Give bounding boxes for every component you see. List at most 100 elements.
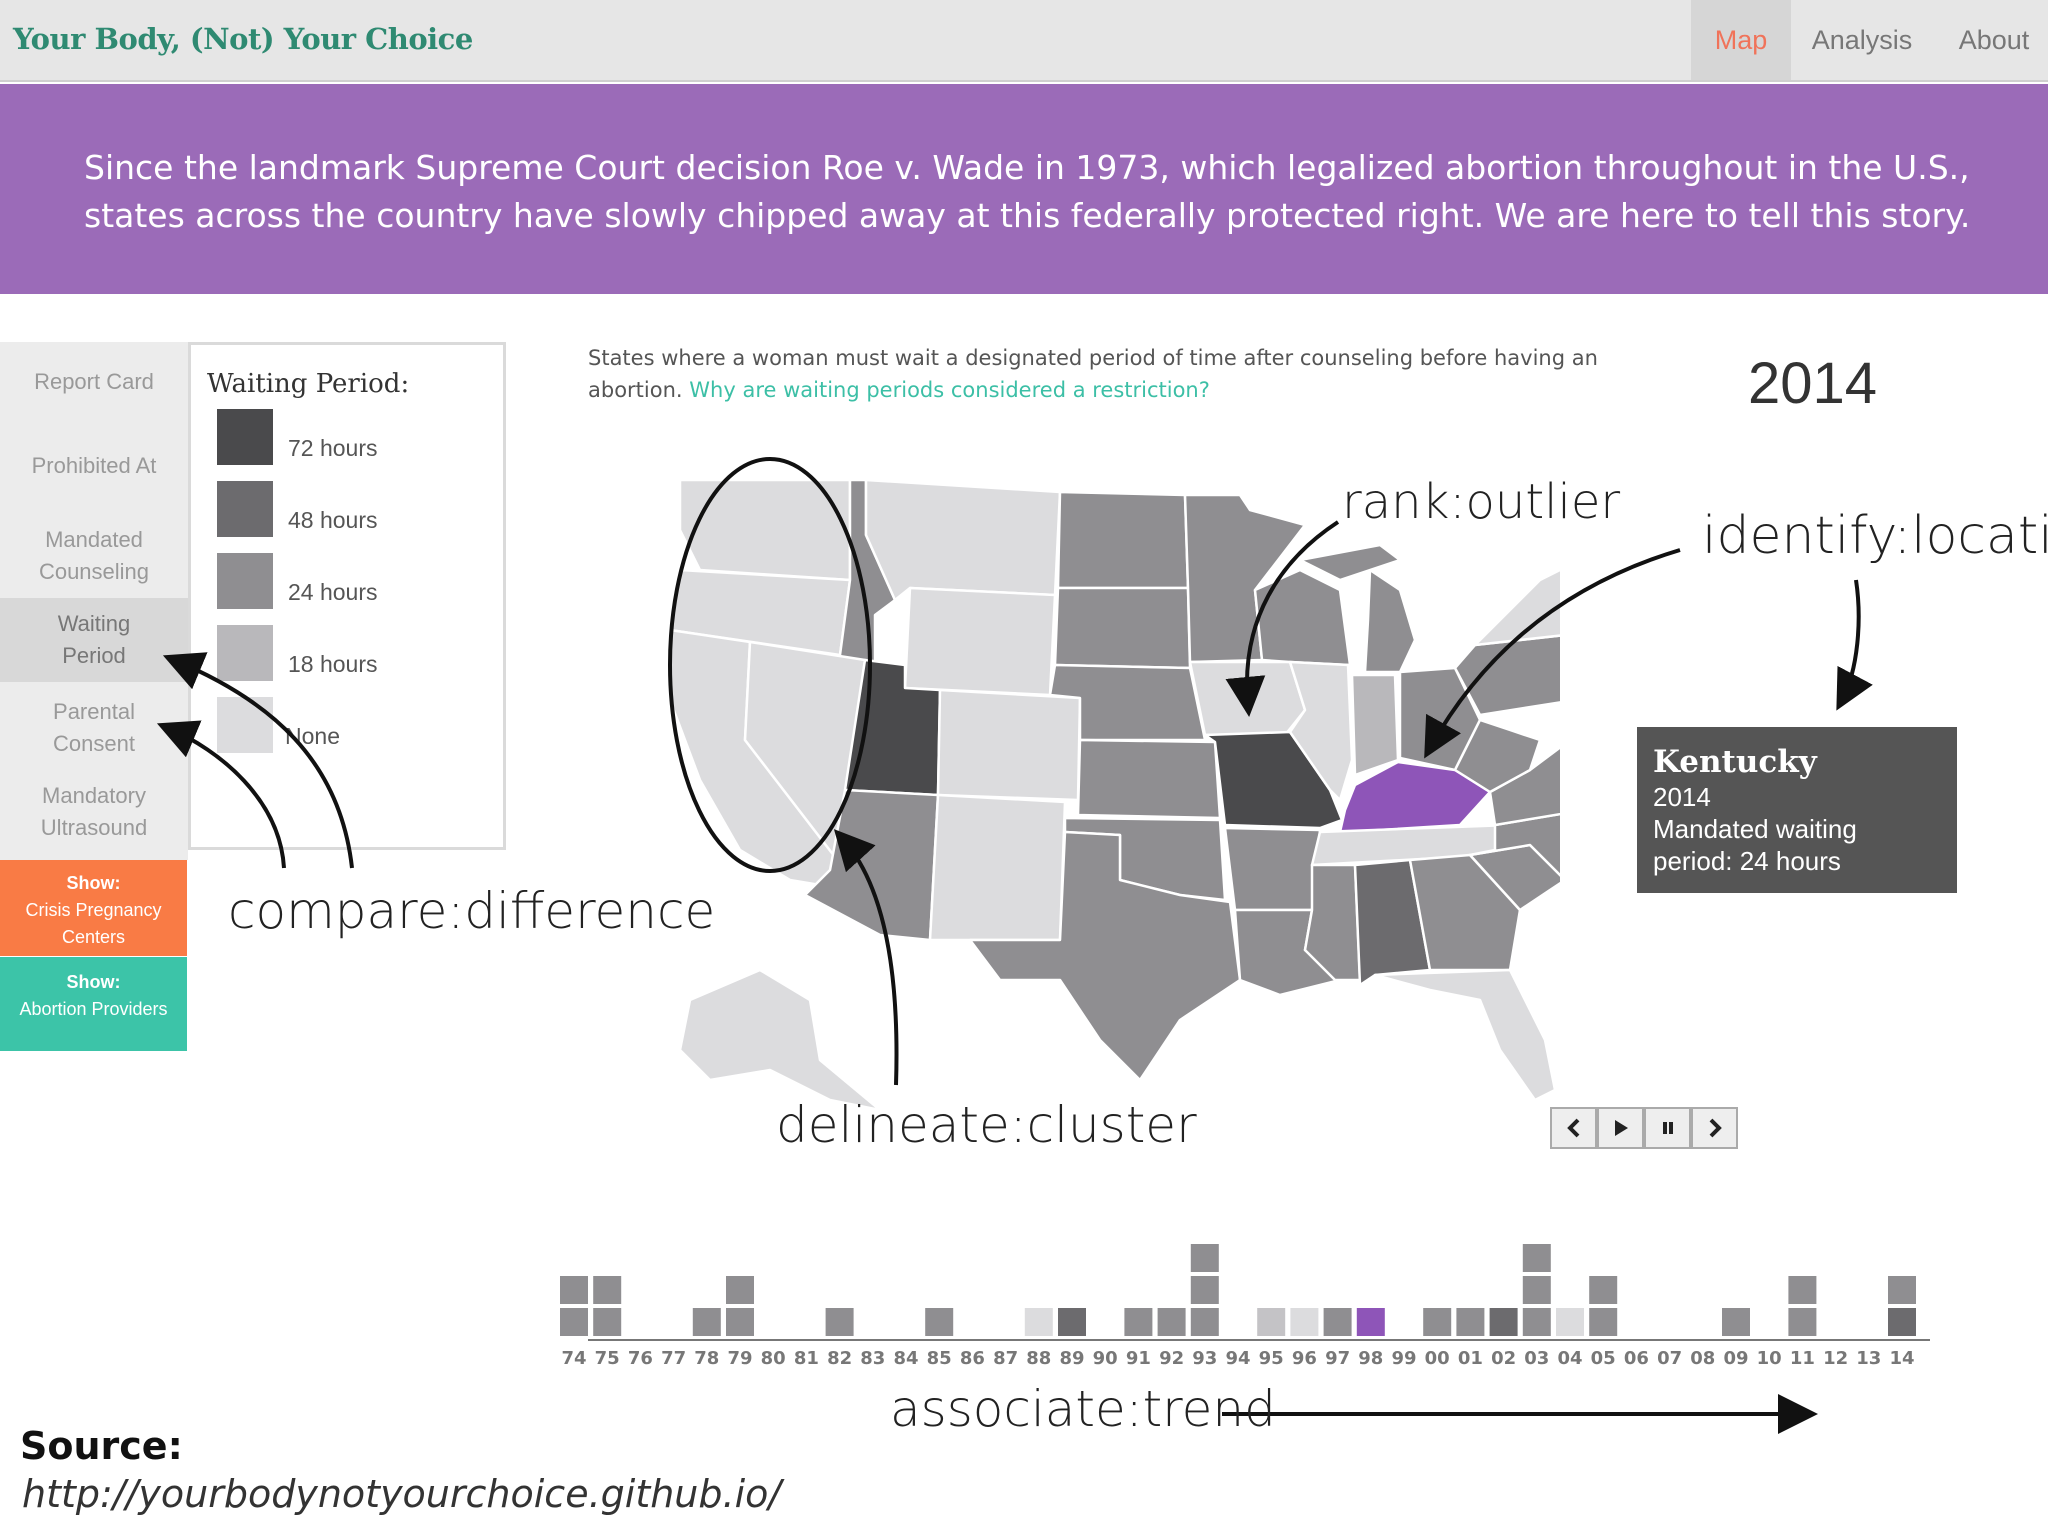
tab-map[interactable]: Map <box>1691 0 1791 80</box>
timeline-bar[interactable] <box>1888 1308 1916 1336</box>
timeline-year-label[interactable]: 74 <box>561 1348 586 1369</box>
state-new-york[interactable] <box>1473 550 1560 647</box>
timeline-bar[interactable] <box>925 1308 954 1336</box>
state-texas[interactable] <box>968 830 1242 1082</box>
state-alabama[interactable] <box>1353 858 1432 987</box>
timeline-bar[interactable] <box>560 1308 588 1336</box>
timeline-year-label[interactable]: 14 <box>1889 1348 1914 1369</box>
timeline-year-label[interactable]: 85 <box>927 1348 952 1369</box>
timeline-year-label[interactable]: 10 <box>1757 1348 1782 1369</box>
timeline-year-label[interactable]: 97 <box>1325 1348 1350 1369</box>
timeline-bar[interactable] <box>1124 1308 1153 1336</box>
previous-year-button[interactable] <box>1550 1107 1597 1149</box>
sidebar-item-prohibited-at[interactable]: Prohibited At <box>31 453 157 478</box>
timeline-bar[interactable] <box>692 1308 721 1336</box>
timeline-year-label[interactable]: 81 <box>794 1348 819 1369</box>
state-west-virginia[interactable] <box>1453 718 1542 794</box>
timeline-bar[interactable] <box>1556 1308 1584 1336</box>
state-north-carolina[interactable] <box>1468 805 1560 880</box>
timeline-year-label[interactable]: 93 <box>1192 1348 1217 1369</box>
timeline-year-label[interactable]: 89 <box>1059 1348 1084 1369</box>
timeline-bar[interactable] <box>1190 1308 1219 1336</box>
timeline-bar[interactable] <box>825 1308 854 1336</box>
timeline-bar[interactable] <box>1589 1276 1618 1304</box>
timeline-year-label[interactable]: 01 <box>1458 1348 1483 1369</box>
timeline-year-label[interactable]: 11 <box>1790 1348 1815 1369</box>
timeline-year-label[interactable]: 75 <box>595 1348 620 1369</box>
timeline-year-label[interactable]: 13 <box>1856 1348 1881 1369</box>
timeline-year-label[interactable]: 09 <box>1723 1348 1748 1369</box>
timeline-year-label[interactable]: 90 <box>1093 1348 1118 1369</box>
timeline-bar[interactable] <box>1157 1308 1186 1336</box>
timeline-year-label[interactable]: 99 <box>1391 1348 1416 1369</box>
state-illinois[interactable] <box>1288 660 1354 802</box>
pause-button[interactable] <box>1644 1107 1691 1149</box>
sidebar-item-waiting-period[interactable]: Waiting Period <box>0 598 188 682</box>
timeline-bar[interactable] <box>560 1276 588 1304</box>
state-florida[interactable] <box>1373 968 1557 1102</box>
timeline-year-label[interactable]: 76 <box>628 1348 653 1369</box>
timeline-year-label[interactable]: 05 <box>1591 1348 1616 1369</box>
timeline-year-label[interactable]: 96 <box>1292 1348 1317 1369</box>
timeline-bar[interactable] <box>1323 1308 1352 1336</box>
timeline-year-label[interactable]: 78 <box>694 1348 719 1369</box>
timeline-bar[interactable] <box>1522 1308 1551 1336</box>
tab-about[interactable]: About <box>1958 25 2030 55</box>
timeline-bar[interactable] <box>593 1308 622 1336</box>
site-brand[interactable]: Your Body, (Not) Your Choice <box>13 22 473 56</box>
state-georgia[interactable] <box>1408 853 1522 972</box>
timeline-bar[interactable] <box>1024 1308 1053 1336</box>
timeline-year-label[interactable]: 95 <box>1259 1348 1284 1369</box>
timeline-year-label[interactable]: 07 <box>1657 1348 1682 1369</box>
timeline-year-label[interactable]: 87 <box>993 1348 1018 1369</box>
timeline-bar[interactable] <box>1423 1308 1452 1336</box>
timeline-bar[interactable] <box>1356 1308 1385 1336</box>
timeline-bar[interactable] <box>726 1276 754 1304</box>
timeline-bar[interactable] <box>593 1276 622 1304</box>
timeline-bar[interactable] <box>1058 1308 1086 1336</box>
timeline-bar[interactable] <box>1589 1308 1618 1336</box>
state-alaska[interactable] <box>678 968 882 1112</box>
timeline-year-label[interactable]: 02 <box>1491 1348 1516 1369</box>
timeline-year-label[interactable]: 03 <box>1524 1348 1549 1369</box>
timeline-year-label[interactable]: 12 <box>1823 1348 1848 1369</box>
state-wisconsin[interactable] <box>1253 568 1352 667</box>
timeline-bar[interactable] <box>1722 1308 1750 1336</box>
timeline-year-label[interactable]: 86 <box>960 1348 985 1369</box>
timeline-year-label[interactable]: 79 <box>727 1348 752 1369</box>
timeline-year-label[interactable]: 84 <box>893 1348 918 1369</box>
source-url[interactable]: http://yourbodynotyourchoice.github.io/ <box>22 1472 782 1516</box>
timeline-year-label[interactable]: 04 <box>1557 1348 1582 1369</box>
timeline-bar[interactable] <box>1190 1276 1219 1304</box>
timeline-year-label[interactable]: 80 <box>761 1348 786 1369</box>
timeline-bar[interactable] <box>1888 1276 1916 1304</box>
timeline-bar[interactable] <box>726 1308 754 1336</box>
timeline-year-label[interactable]: 88 <box>1026 1348 1051 1369</box>
state-pennsylvania[interactable] <box>1453 634 1560 717</box>
restriction-info-link[interactable]: Why are waiting periods considered a res… <box>689 378 1210 402</box>
next-year-button[interactable] <box>1691 1107 1738 1149</box>
timeline-year-label[interactable]: 82 <box>827 1348 852 1369</box>
show-abortion-providers-button[interactable]: Show: Abortion Providers <box>0 957 187 1051</box>
timeline-bar[interactable] <box>1489 1308 1518 1336</box>
timeline-bar[interactable] <box>1190 1244 1219 1272</box>
timeline-bar[interactable] <box>1290 1308 1319 1336</box>
timeline-year-label[interactable]: 91 <box>1126 1348 1151 1369</box>
state-indiana[interactable] <box>1350 673 1400 777</box>
tab-analysis[interactable]: Analysis <box>1811 25 1913 55</box>
state-kansas[interactable] <box>1076 738 1222 820</box>
timeline-year-label[interactable]: 94 <box>1225 1348 1250 1369</box>
timeline-year-label[interactable]: 00 <box>1425 1348 1450 1369</box>
timeline-year-label[interactable]: 98 <box>1358 1348 1383 1369</box>
timeline-bar[interactable] <box>1788 1276 1817 1304</box>
timeline-year-label[interactable]: 92 <box>1159 1348 1184 1369</box>
play-button[interactable] <box>1597 1107 1644 1149</box>
sidebar-item-parental-consent[interactable]: Parental Consent <box>53 699 135 756</box>
sidebar-item-mandatory-ultrasound[interactable]: Mandatory Ultrasound <box>40 783 148 840</box>
timeline-bar[interactable] <box>1522 1276 1551 1304</box>
sidebar-item-report-card[interactable]: Report Card <box>34 369 154 394</box>
show-crisis-pregnancy-centers-button[interactable]: Show: Crisis Pregnancy Centers <box>0 860 187 956</box>
timeline-bar[interactable] <box>1456 1308 1485 1336</box>
timeline-bar[interactable] <box>1522 1244 1551 1272</box>
timeline-bar[interactable] <box>1788 1308 1817 1336</box>
